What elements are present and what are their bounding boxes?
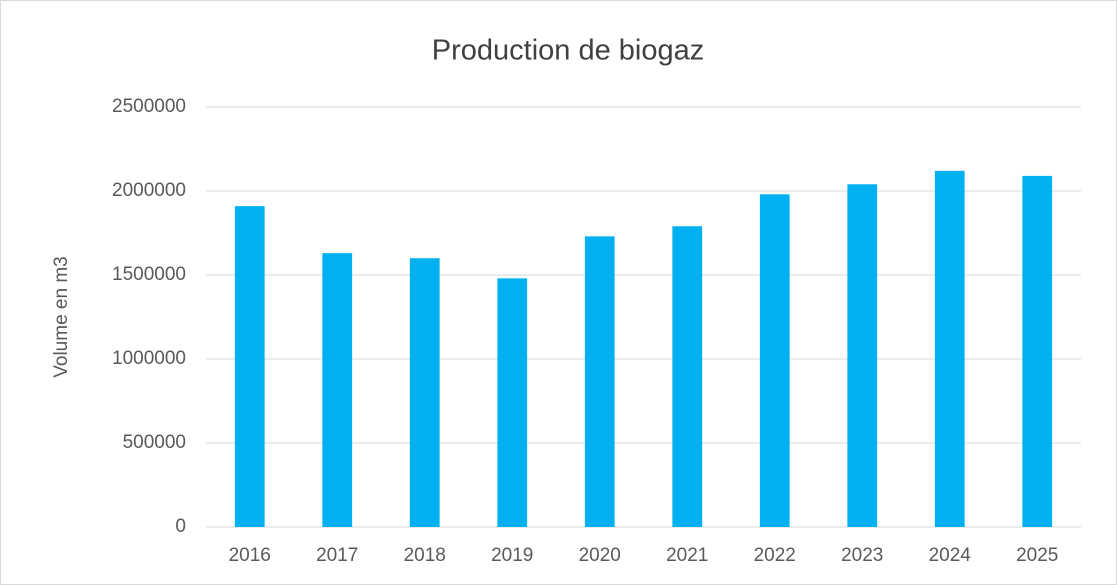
bar — [584, 236, 615, 528]
x-tick-label: 2025 — [1016, 545, 1058, 566]
bar — [322, 253, 353, 527]
x-tick-label: 2023 — [841, 545, 883, 566]
bar — [234, 206, 265, 527]
bar — [672, 226, 703, 527]
bar — [409, 258, 440, 527]
x-tick-label: 2019 — [491, 545, 533, 566]
y-tick-label: 1000000 — [112, 348, 186, 369]
x-tick-label: 2022 — [754, 545, 796, 566]
bar — [847, 184, 878, 527]
y-tick-label: 500000 — [123, 432, 186, 453]
x-tick-label: 2018 — [404, 545, 446, 566]
bar — [1022, 175, 1053, 527]
bar — [759, 194, 790, 528]
x-tick-label: 2021 — [666, 545, 708, 566]
y-tick-label: 1500000 — [112, 264, 186, 285]
chart-title: Production de biogaz — [432, 35, 704, 67]
x-tick-label: 2017 — [316, 545, 358, 566]
bar — [497, 278, 528, 527]
y-tick-label: 2500000 — [112, 96, 186, 117]
x-tick-label: 2016 — [229, 545, 271, 566]
y-tick-label: 0 — [175, 516, 186, 537]
bar — [934, 170, 965, 527]
x-tick-label: 2024 — [929, 545, 972, 566]
y-tick-label: 2000000 — [112, 180, 186, 201]
x-tick-label: 2020 — [579, 545, 621, 566]
y-axis-label: Volume en m3 — [51, 256, 72, 377]
